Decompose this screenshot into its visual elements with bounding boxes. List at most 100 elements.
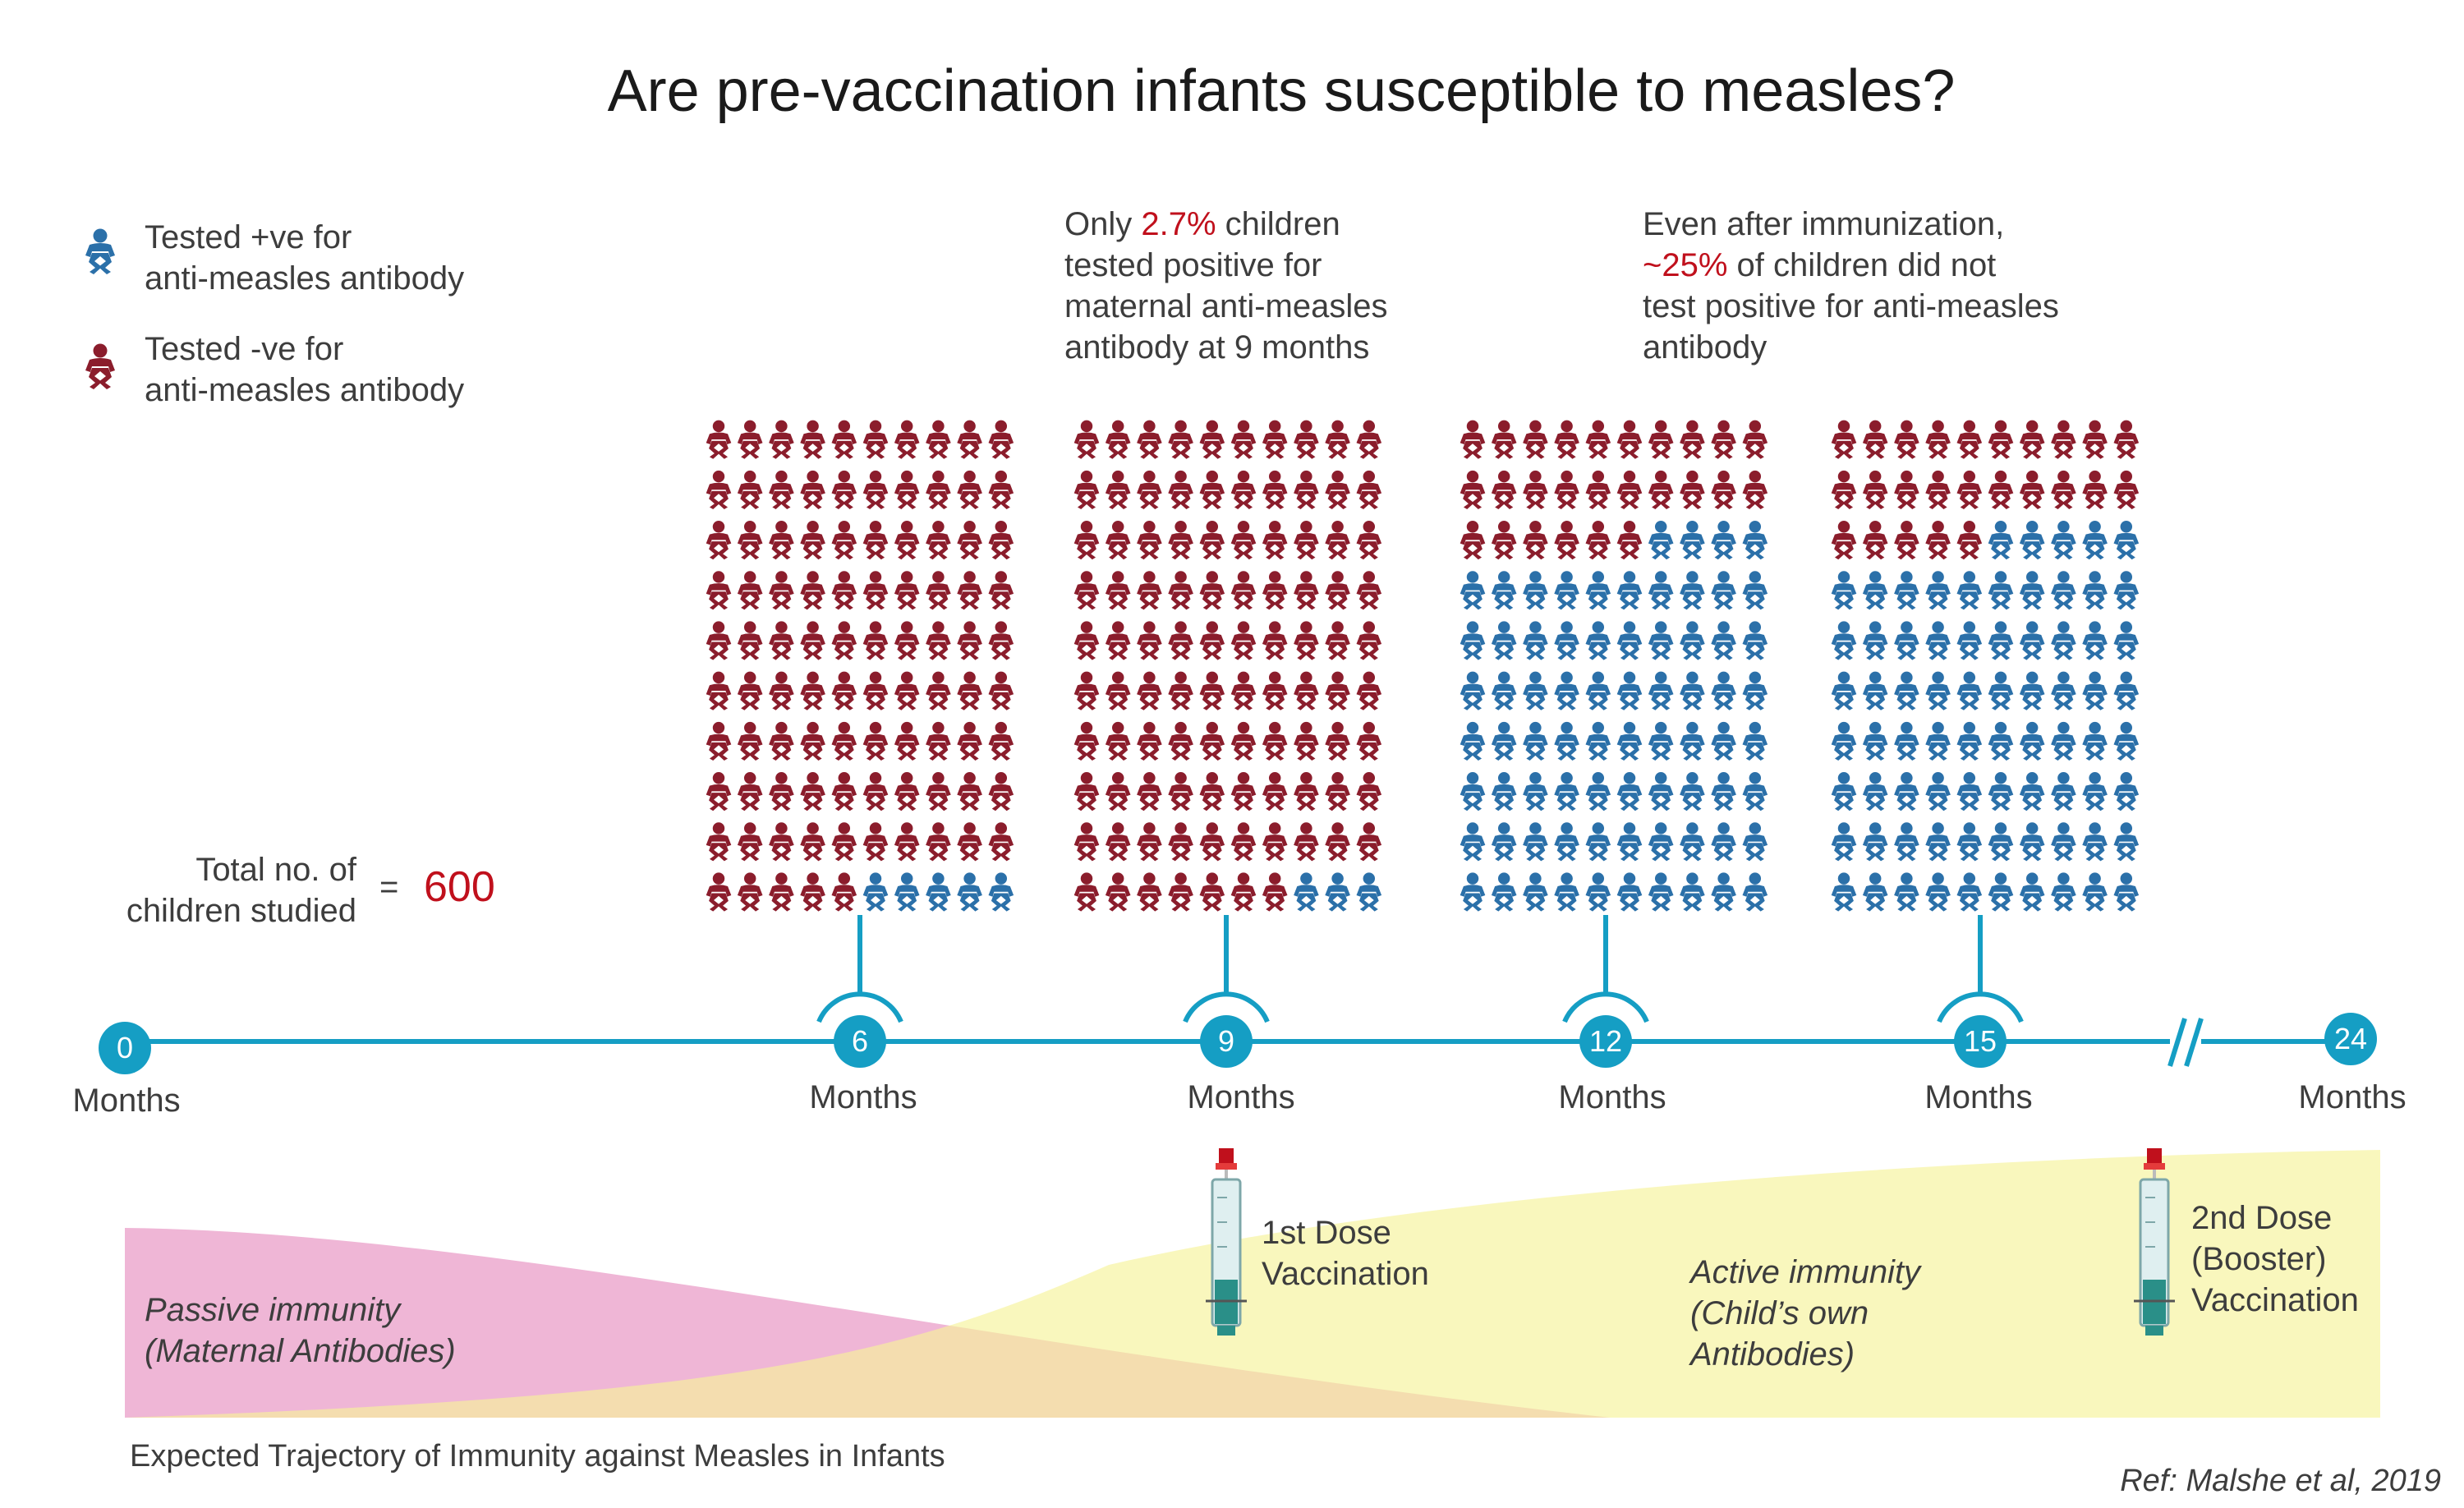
positive-baby-icon xyxy=(1988,571,2014,610)
negative-baby-icon xyxy=(706,470,732,509)
positive-baby-icon xyxy=(2113,571,2140,610)
annotation-text: maternal anti-measles xyxy=(1064,288,1388,324)
negative-baby-icon xyxy=(1585,420,1611,459)
positive-baby-icon xyxy=(1680,621,1705,660)
negative-baby-icon xyxy=(737,621,763,660)
negative-baby-icon xyxy=(988,420,1014,459)
negative-baby-icon xyxy=(1356,420,1382,459)
negative-baby-icon xyxy=(831,872,857,912)
negative-baby-icon xyxy=(2051,470,2076,509)
positive-baby-icon xyxy=(1585,571,1611,610)
negative-baby-icon xyxy=(1137,772,1162,811)
negative-baby-icon xyxy=(1262,521,1288,560)
negative-baby-icon xyxy=(1325,721,1350,761)
positive-baby-icon xyxy=(1894,571,1919,610)
positive-baby-icon xyxy=(2051,822,2076,862)
negative-baby-icon xyxy=(1325,621,1350,660)
positive-baby-icon xyxy=(1711,721,1736,761)
negative-baby-icon xyxy=(957,470,982,509)
negative-baby-icon xyxy=(1554,521,1579,560)
negative-baby-icon xyxy=(894,521,920,560)
negative-baby-icon xyxy=(926,470,951,509)
positive-baby-icon xyxy=(2019,822,2045,862)
negative-baby-icon xyxy=(1168,822,1193,862)
negative-baby-icon xyxy=(1294,772,1319,811)
positive-baby-icon xyxy=(1491,571,1517,610)
negative-baby-icon xyxy=(894,772,920,811)
negative-baby-icon xyxy=(1831,420,1857,459)
positive-baby-icon xyxy=(1862,621,1888,660)
negative-baby-icon xyxy=(737,521,763,560)
positive-baby-icon xyxy=(1742,721,1768,761)
negative-baby-icon xyxy=(1199,721,1225,761)
negative-baby-icon xyxy=(769,571,794,610)
positive-baby-icon xyxy=(2113,671,2140,710)
positive-baby-icon xyxy=(2019,521,2045,560)
active-immunity-area xyxy=(125,1150,2380,1418)
positive-baby-icon xyxy=(1491,822,1517,862)
negative-baby-icon xyxy=(737,571,763,610)
negative-baby-icon xyxy=(1294,621,1319,660)
negative-baby-icon xyxy=(737,872,763,912)
negative-baby-icon xyxy=(1073,420,1100,459)
negative-baby-icon xyxy=(800,872,825,912)
negative-baby-icon xyxy=(1073,571,1100,610)
negative-baby-icon xyxy=(800,521,825,560)
negative-baby-icon xyxy=(1491,420,1517,459)
positive-baby-icon xyxy=(1523,621,1548,660)
negative-baby-icon xyxy=(1105,621,1131,660)
negative-baby-icon xyxy=(1137,420,1162,459)
positive-baby-icon xyxy=(1648,822,1674,862)
annotation-text: antibody xyxy=(1643,329,1768,366)
negative-baby-icon xyxy=(1294,721,1319,761)
negative-baby-icon xyxy=(1105,671,1131,710)
negative-baby-icon xyxy=(1105,872,1131,912)
timeline-marker: 24 xyxy=(2324,1013,2377,1065)
positive-baby-icon xyxy=(1988,772,2014,811)
positive-baby-icon xyxy=(1956,671,1983,710)
positive-baby-icon xyxy=(1554,772,1579,811)
positive-baby-icon xyxy=(1554,621,1579,660)
negative-baby-icon xyxy=(1168,872,1193,912)
negative-baby-icon xyxy=(1105,521,1131,560)
negative-baby-icon xyxy=(926,671,951,710)
positive-baby-icon xyxy=(1460,721,1486,761)
timeline-marker: 15 xyxy=(1954,1015,2007,1068)
positive-baby-icon xyxy=(1616,571,1643,610)
negative-baby-icon xyxy=(1262,822,1288,862)
negative-baby-icon xyxy=(894,822,920,862)
positive-baby-icon xyxy=(1956,721,1983,761)
negative-baby-icon xyxy=(1356,571,1382,610)
negative-baby-icon xyxy=(1460,420,1486,459)
negative-baby-icon xyxy=(988,721,1014,761)
negative-baby-icon xyxy=(1831,470,1857,509)
negative-baby-icon xyxy=(894,420,920,459)
positive-baby-icon xyxy=(1956,621,1983,660)
negative-baby-icon xyxy=(1325,470,1350,509)
negative-baby-icon xyxy=(800,621,825,660)
negative-baby-icon xyxy=(2019,470,2045,509)
negative-baby-icon xyxy=(1137,872,1162,912)
negative-baby-icon xyxy=(1230,521,1257,560)
negative-baby-icon xyxy=(1199,621,1225,660)
negative-baby-icon xyxy=(1711,420,1736,459)
positive-baby-icon xyxy=(1554,571,1579,610)
waffle-grids xyxy=(706,420,2140,912)
negative-baby-icon xyxy=(862,621,889,660)
second-dose-line3: Vaccination xyxy=(2191,1282,2359,1318)
positive-baby-icon xyxy=(1956,772,1983,811)
negative-baby-icon xyxy=(1325,571,1350,610)
negative-baby-icon xyxy=(988,822,1014,862)
positive-baby-icon xyxy=(1460,621,1486,660)
negative-baby-icon xyxy=(706,872,732,912)
negative-baby-icon xyxy=(1956,420,1983,459)
negative-baby-icon xyxy=(926,521,951,560)
negative-baby-icon xyxy=(769,521,794,560)
negative-baby-icon xyxy=(831,571,857,610)
positive-baby-icon xyxy=(1862,872,1888,912)
positive-baby-icon xyxy=(1925,872,1951,912)
negative-baby-icon xyxy=(800,772,825,811)
positive-baby-icon xyxy=(2019,621,2045,660)
negative-baby-icon xyxy=(706,772,732,811)
first-dose-label: 1st Dose Vaccination xyxy=(1262,1212,1429,1294)
